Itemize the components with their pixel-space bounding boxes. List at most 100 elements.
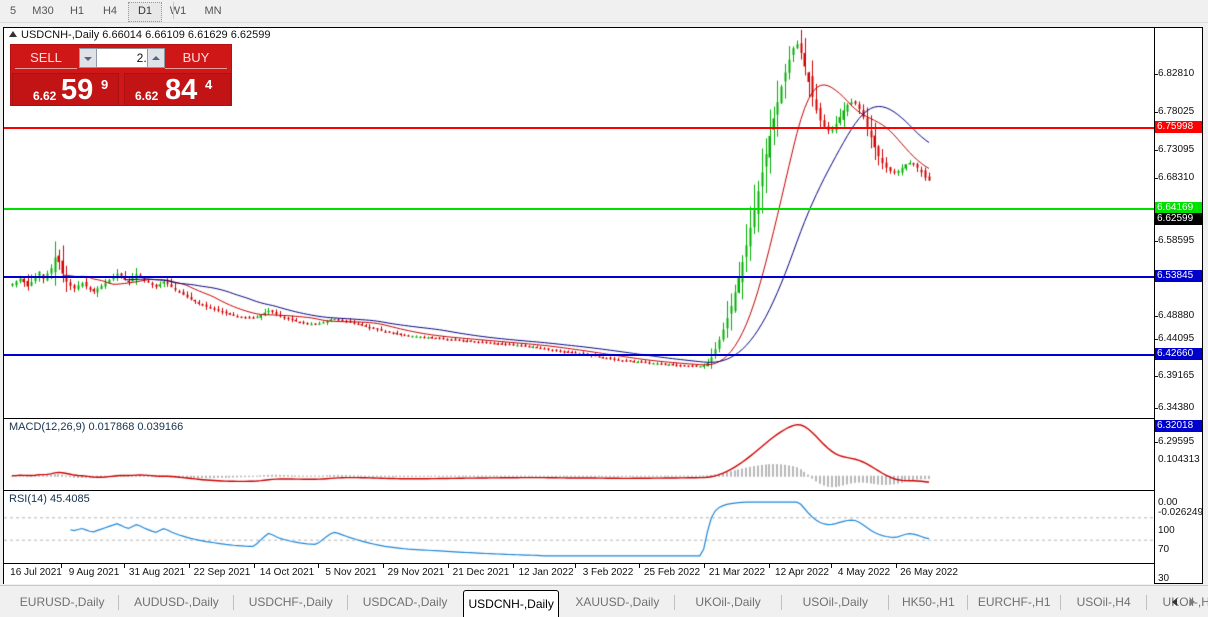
timeframe-button-h1[interactable]: H1 [69, 5, 85, 17]
price-scale[interactable]: 6.82810 6.78025 6.73095 6.68310 6.58595 6.488… [1154, 28, 1203, 599]
date-tick-label: 12 Apr 2022 [775, 567, 829, 578]
volume-decrease-button[interactable] [79, 48, 97, 68]
price-tick-mark [1155, 112, 1158, 113]
date-tick-label: 14 Oct 2021 [259, 567, 315, 578]
price-tick-label: 6.58595 [1158, 235, 1195, 246]
price-tick-label: 6.29595 [1158, 436, 1195, 447]
chart-tab-usdcnhdaily[interactable]: USDCNH-,Daily [463, 590, 560, 617]
rsi-pane[interactable]: RSI(14) 45.4085 [4, 490, 1154, 564]
one-click-controls-row: SELL 2.00 BUY [11, 45, 231, 71]
price-tick-label: 6.48880 [1158, 310, 1195, 321]
buy-price-button[interactable]: 6.62 84 4 [124, 73, 231, 106]
macd-label: MACD(12,26,9) 0.017868 0.039166 [9, 421, 184, 433]
timeframe-button-h4[interactable]: H4 [102, 5, 118, 17]
date-tick-mark [513, 564, 514, 568]
tabs-scroll-left-button[interactable] [1168, 594, 1182, 610]
macd-canvas [4, 419, 1154, 490]
date-axis: 16 Jul 2021 9 Aug 2021 31 Aug 2021 22 Sep 2… [3, 563, 1154, 584]
price-tick-mark [1155, 339, 1158, 340]
sell-price-fraction: 9 [101, 77, 109, 92]
timeframe-button-w1[interactable]: W1 [169, 5, 187, 17]
rsi-canvas [4, 491, 1154, 563]
chart-tab-usdchfdaily[interactable]: USDCHF-,Daily [248, 595, 333, 609]
chart-tab-usoilh4[interactable]: USOil-,H4 [1076, 595, 1131, 609]
date-tick-label: 25 Feb 2022 [643, 567, 701, 578]
date-tick-label: 26 May 2022 [900, 567, 958, 578]
level-line-support-green[interactable] [4, 208, 1154, 210]
chart-tab-xauusddaily[interactable]: XAUUSD-,Daily [575, 595, 660, 609]
date-tick-mark [896, 564, 897, 568]
price-tick-label: 6.68310 [1158, 172, 1195, 183]
level-line-resistance-red[interactable] [4, 127, 1154, 129]
toolbar-separator [173, 2, 174, 19]
date-tick-label: 12 Jan 2022 [518, 567, 574, 578]
chevron-up-icon [152, 56, 160, 60]
level-line-level-blue-1[interactable] [4, 276, 1154, 278]
rsi-tick-label: 70 [1158, 544, 1170, 555]
tab-separator [1145, 595, 1147, 610]
tabs-scroll-right-button[interactable] [1186, 594, 1200, 610]
date-tick-label: 3 Feb 2022 [582, 567, 634, 578]
chart-tab-usdcaddaily[interactable]: USDCAD-,Daily [362, 595, 448, 609]
arrow-left-icon [1172, 598, 1177, 606]
date-tick-label: 5 Nov 2021 [325, 567, 377, 578]
chart-tab-audusddaily[interactable]: AUDUSD-,Daily [134, 595, 219, 609]
sell-label[interactable]: SELL [15, 48, 77, 69]
chart-frame[interactable]: USDCNH-,Daily 6.66014 6.66109 6.61629 6.… [3, 27, 1203, 599]
sell-price-button[interactable]: 6.62 59 9 [12, 73, 119, 106]
rsi-label: RSI(14) 45.4085 [9, 493, 90, 505]
chart-tab-bar: EURUSD-,Daily AUDUSD-,Daily USDCHF-,Daily U… [0, 585, 1208, 617]
date-tick-mark [769, 564, 770, 568]
chart-tab-hk50h1[interactable]: HK50-,H1 [901, 595, 955, 609]
one-click-trading-panel[interactable]: SELL 2.00 BUY 6.62 59 9 6.62 84 [10, 44, 232, 106]
date-tick-label: 4 May 2022 [837, 567, 891, 578]
price-tag-6-75998: 6.75998 [1155, 121, 1202, 133]
timeframe-button-mn[interactable]: MN [204, 5, 222, 17]
price-tick-mark [1155, 408, 1158, 409]
date-tick-mark [704, 564, 705, 568]
level-line-level-blue-2[interactable] [4, 354, 1154, 356]
macd-tick-label: 0.00 [1158, 497, 1178, 508]
chart-tab-ukoildaily[interactable]: UKOil-,Daily [695, 595, 761, 609]
tab-separator [780, 595, 782, 610]
arrow-right-icon [1190, 598, 1195, 606]
date-tick-mark [254, 564, 255, 568]
price-tick-label: 6.73095 [1158, 144, 1195, 155]
price-tick-label: 6.82810 [1158, 68, 1195, 79]
date-tick-mark [61, 564, 62, 568]
volume-increase-button[interactable] [147, 48, 165, 68]
date-tick-label: 21 Mar 2022 [708, 567, 766, 578]
chart-tab-usoildaily[interactable]: USOil-,Daily [802, 595, 868, 609]
rsi-tick-label: 100 [1158, 525, 1175, 536]
buy-price-main: 84 [165, 74, 198, 106]
date-tick-label: 21 Dec 2021 [452, 567, 510, 578]
price-tick-label: 6.34380 [1158, 402, 1195, 413]
timeframe-button-5[interactable]: 5 [9, 5, 17, 17]
price-tick-label: 6.39165 [1158, 370, 1195, 381]
price-tick-mark [1155, 316, 1158, 317]
macd-pane[interactable]: MACD(12,26,9) 0.017868 0.039166 [4, 418, 1154, 491]
price-tag-6-42660: 6.42660 [1155, 348, 1202, 360]
date-tick-mark [318, 564, 319, 568]
price-tick-mark [1155, 150, 1158, 151]
tab-separator [966, 595, 968, 610]
price-tick-label: 6.78025 [1158, 106, 1195, 117]
price-tick-mark [1155, 241, 1158, 242]
date-tick-mark [189, 564, 190, 568]
date-tick-mark [383, 564, 384, 568]
price-tag-6-64169: 6.64169 [1155, 202, 1202, 214]
date-tick-mark [639, 564, 640, 568]
buy-label[interactable]: BUY [165, 48, 227, 69]
price-tick-label: 6.44095 [1158, 333, 1195, 344]
chart-tab-eurchfh1[interactable]: EURCHF-,H1 [977, 595, 1051, 609]
price-tick-mark [1155, 376, 1158, 377]
chart-tab-eurusddaily[interactable]: EURUSD-,Daily [19, 595, 105, 609]
date-tick-mark [831, 564, 832, 568]
date-tick-mark [3, 564, 4, 568]
price-tag-6-32018: 6.32018 [1155, 420, 1202, 432]
timeframe-button-m30[interactable]: M30 [32, 5, 54, 17]
timeframe-button-d1[interactable]: D1 [128, 2, 162, 22]
price-tag-6-53845: 6.53845 [1155, 270, 1202, 282]
tab-separator [346, 595, 348, 610]
